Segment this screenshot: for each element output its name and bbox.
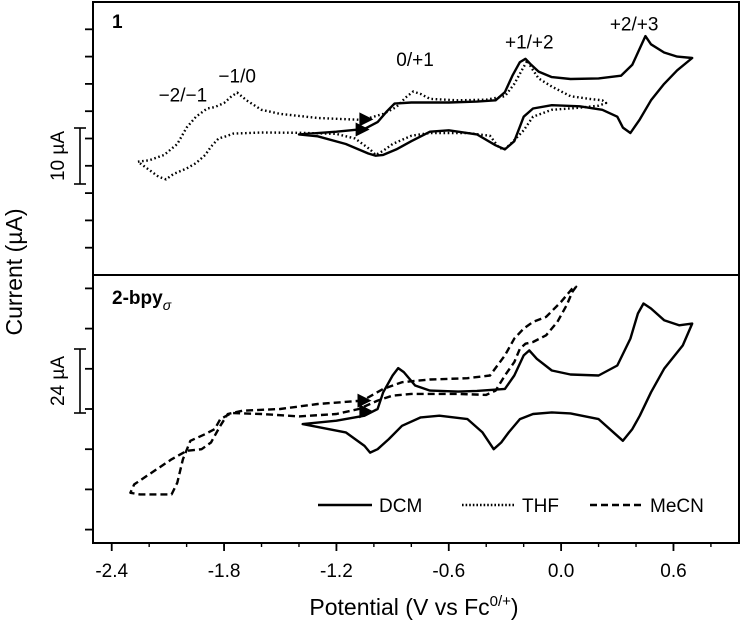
x-tick-label: 0.0 [548, 561, 574, 582]
y-axis-title: Current (µA) [1, 209, 27, 336]
scale-bar-bottom-label: 24 µA [48, 356, 69, 406]
plot-frame [92, 1, 740, 544]
x-tick-label: -1.2 [320, 561, 353, 582]
legend-label-dcm: DCM [379, 496, 422, 517]
axis-ticks: -2.4 -1.8 -1.2 -0.6 0.0 0.6 [85, 28, 712, 582]
x-axis-title: Potential (V vs Fc0/+) [309, 593, 518, 620]
panel-2-label-main: 2-bpy [112, 288, 163, 309]
series-thf-panel-1 [136, 59, 608, 181]
legend-label-mecn: MeCN [650, 496, 704, 517]
x-tick-label: -1.8 [208, 561, 241, 582]
scale-bar-bottom [74, 348, 86, 414]
x-axis-title-tail: ) [511, 594, 519, 620]
annotations-group: −2/−1 −1/0 0/+1 +1/+2 +2/+3 [159, 15, 659, 419]
scan-direction-arrow [357, 393, 372, 408]
redox-couple-label: −2/−1 [159, 86, 208, 107]
x-axis-title-sup: 0/+ [490, 593, 512, 610]
legend-label-thf: THF [522, 496, 559, 517]
redox-couple-label: +1/+2 [505, 32, 554, 53]
scan-direction-arrow [355, 122, 370, 137]
panel-2-label-sub: σ [163, 297, 172, 313]
series-dcm-panel-2 [301, 302, 694, 454]
legend: DCM THF MeCN [318, 496, 704, 517]
x-tick-label: 0.6 [660, 561, 686, 582]
scale-bar-top [74, 127, 86, 185]
series-group [129, 34, 694, 496]
panel-1-label: 1 [112, 12, 123, 33]
series-mecn-panel-2 [129, 285, 578, 496]
scale-bar-top-label: 10 µA [48, 131, 69, 181]
scan-direction-arrow [359, 112, 374, 127]
series-dcm-panel-1 [297, 34, 694, 157]
redox-couple-label: 0/+1 [396, 50, 434, 71]
x-tick-label: -0.6 [432, 561, 465, 582]
panel-2-label: 2-bpyσ [112, 288, 172, 313]
scan-direction-arrow [359, 404, 374, 419]
redox-couple-label: +2/+3 [610, 15, 659, 36]
x-tick-label: -2.4 [95, 561, 128, 582]
redox-couple-label: −1/0 [218, 67, 256, 88]
x-axis-title-main: Potential (V vs Fc [309, 594, 489, 620]
